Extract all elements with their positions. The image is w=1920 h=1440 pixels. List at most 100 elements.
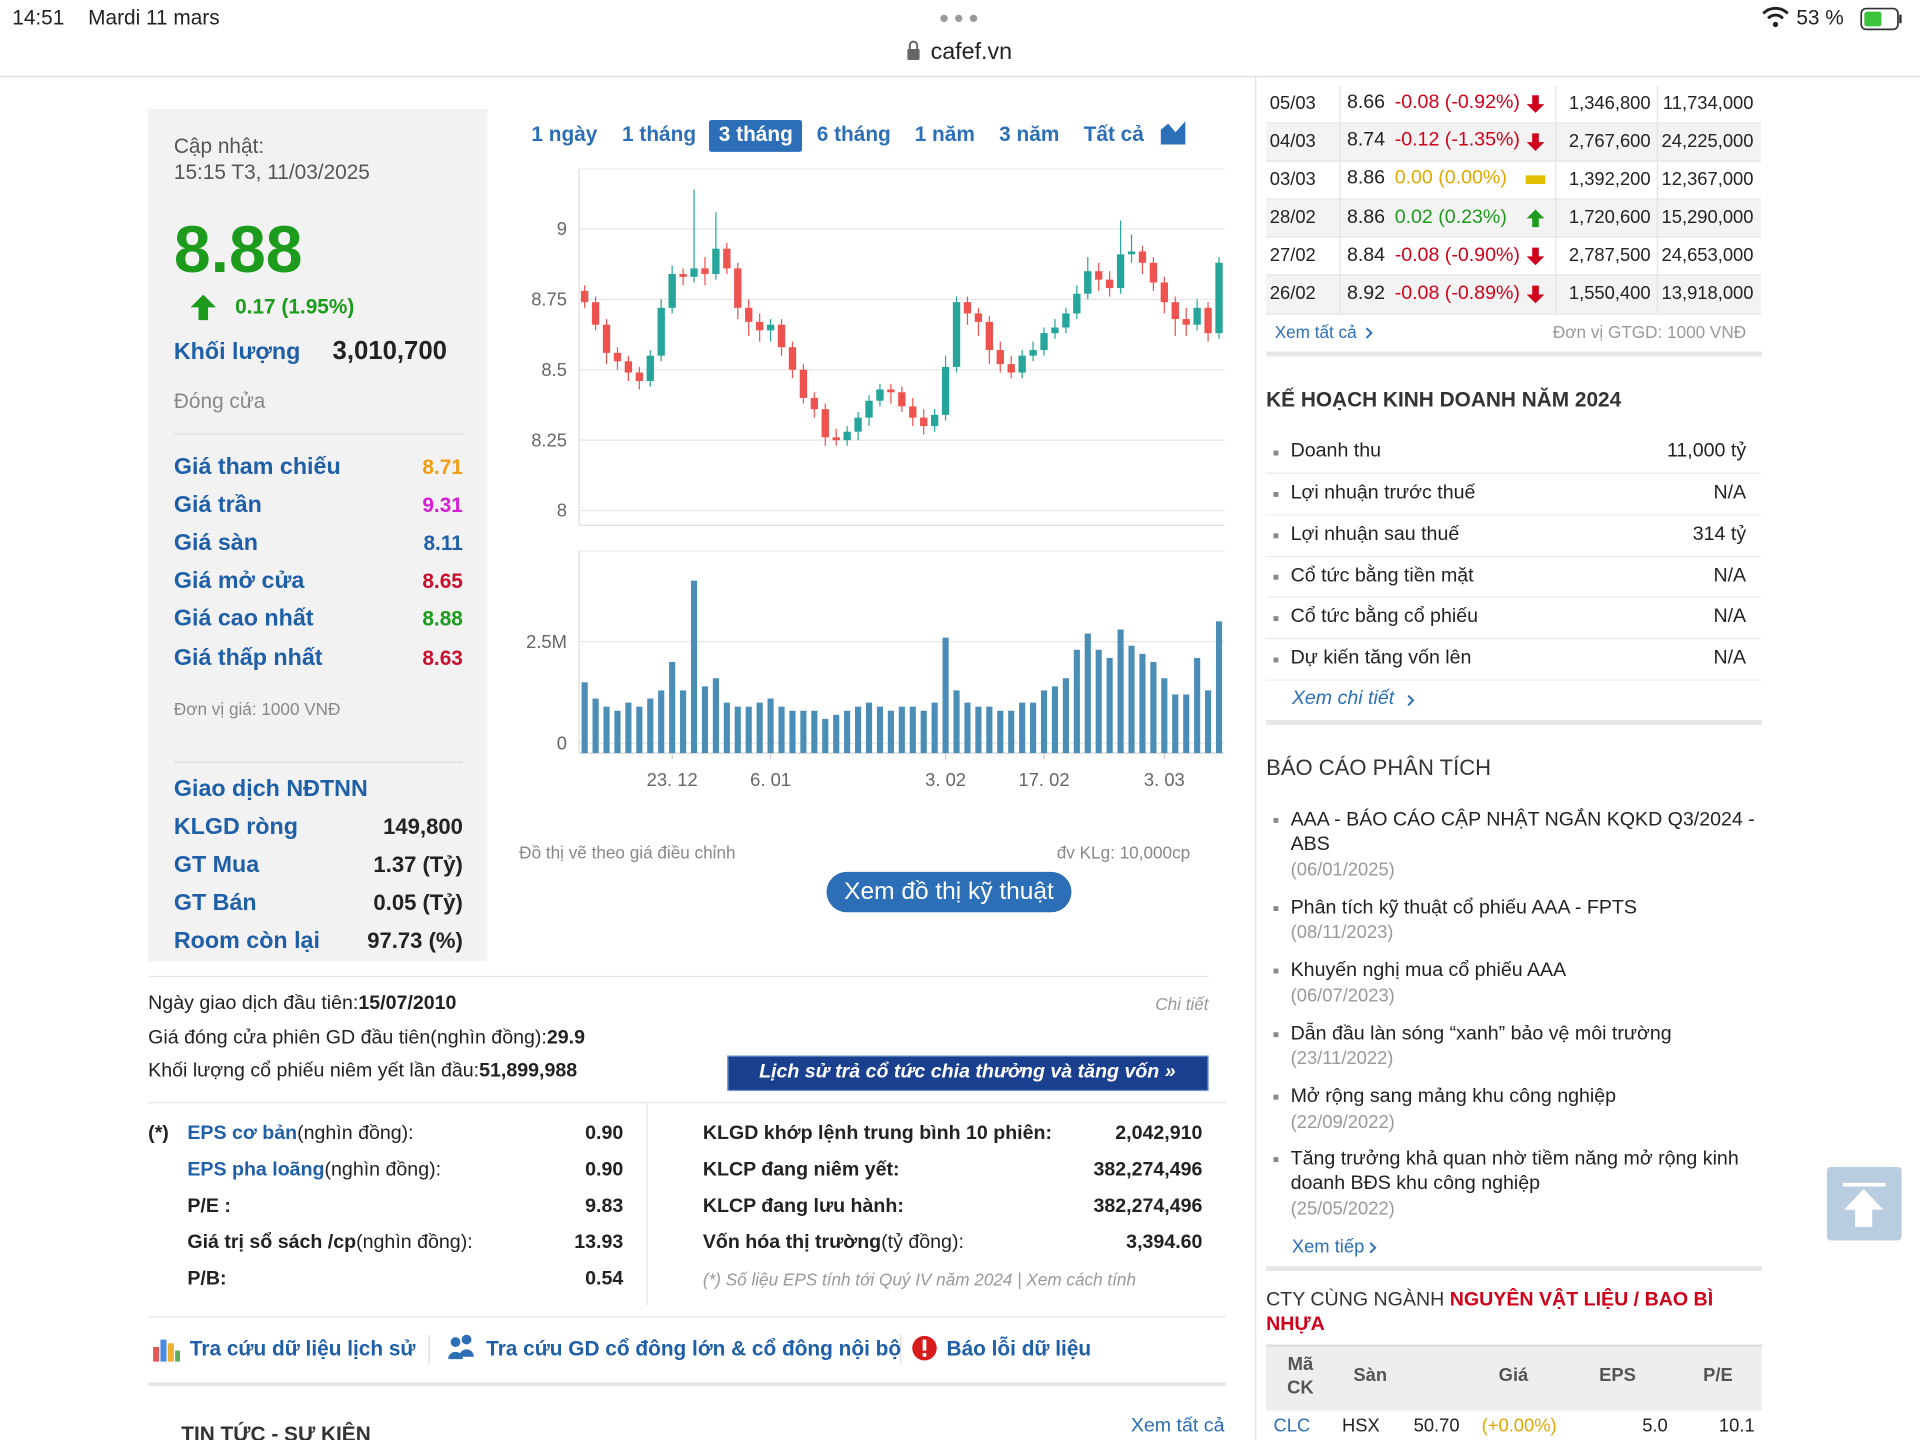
- range-button[interactable]: 6 tháng: [816, 122, 891, 146]
- plan-value: 11,000 tỷ: [1666, 441, 1747, 462]
- report-error-link[interactable]: Báo lỗi dữ liệu: [946, 1336, 1092, 1360]
- row-line: [1266, 236, 1761, 238]
- bullet: [1273, 1032, 1279, 1038]
- table-header: Giá: [1498, 1365, 1529, 1386]
- bullet: [1273, 906, 1279, 912]
- people-icon: [461, 1334, 472, 1345]
- ticker[interactable]: CLC: [1273, 1415, 1311, 1437]
- volume-bar: [767, 698, 774, 754]
- people-icon: [448, 1349, 474, 1360]
- error-icon-mark: [922, 1339, 927, 1351]
- volume-bar: [789, 710, 796, 754]
- foreign-title: Giao dịch NĐTNN: [173, 775, 368, 802]
- candle-body: [1007, 364, 1015, 373]
- col-line: [1656, 85, 1658, 314]
- volume-bar: [723, 702, 730, 754]
- unit: Đơn vị giá: 1000 VNĐ: [173, 699, 341, 720]
- report-title[interactable]: Tăng trưởng khả quan nhờ tiềm năng mở rộ…: [1290, 1148, 1739, 1195]
- range-button[interactable]: 3 tháng: [718, 122, 793, 146]
- stat-value: 9.83: [585, 1195, 624, 1217]
- volume-bar: [592, 698, 599, 754]
- news-more-link[interactable]: Xem tất cả: [1130, 1415, 1225, 1437]
- history-link[interactable]: Tra cứu dữ liệu lịch sử: [189, 1336, 416, 1360]
- stat-value: 2,042,910: [1115, 1123, 1203, 1144]
- range-button[interactable]: 3 năm: [999, 122, 1060, 146]
- stat-unit: (nghìn đồng):: [324, 1159, 442, 1181]
- divider: [900, 1334, 902, 1365]
- row-line: [1266, 679, 1761, 681]
- hist-volume: 1,550,400: [1568, 283, 1651, 304]
- range-button[interactable]: Tất cả: [1083, 122, 1144, 146]
- up-arrow-icon: [190, 294, 216, 321]
- candle-body: [1127, 251, 1136, 255]
- plan-value: N/A: [1713, 647, 1747, 669]
- volume-bar: [1117, 629, 1124, 754]
- chart-icon: [167, 1343, 174, 1362]
- footnote: (*) Số liệu EPS tính tới Quý IV năm 2024…: [702, 1270, 1136, 1290]
- foreign-label: GT Bán: [173, 889, 257, 916]
- detail-link[interactable]: Chi tiết: [1155, 994, 1209, 1015]
- stat-value: 0.54: [585, 1268, 624, 1290]
- foreign-value: 149,800: [383, 814, 463, 839]
- candle-body: [766, 324, 775, 331]
- price-label: Giá sàn: [173, 530, 258, 556]
- volume-bar: [690, 580, 698, 754]
- volume-bar: [986, 706, 993, 754]
- column-divider: [1255, 77, 1257, 1440]
- volume-bar: [1205, 690, 1212, 754]
- report-title[interactable]: AAA - BÁO CÁO CẬP NHẬT NGẮN KQKD Q3/2024…: [1290, 809, 1755, 855]
- volume-bar: [964, 702, 971, 754]
- report-title[interactable]: Phân tích kỹ thuật cổ phiếu AAA - FPTS: [1290, 897, 1637, 919]
- stat-label: EPS pha loãng: [187, 1159, 325, 1181]
- report-title[interactable]: Khuyến nghị mua cổ phiếu AAA: [1290, 959, 1567, 981]
- candle-body: [1062, 313, 1070, 328]
- technical-chart-button[interactable]: Xem đồ thị kỹ thuật: [844, 877, 1054, 905]
- report-title[interactable]: Mở rộng sang mảng khu công nghiệp: [1290, 1085, 1617, 1107]
- volume: 3,010,700: [332, 337, 447, 366]
- row-line: [1266, 312, 1761, 315]
- divider: [173, 761, 463, 763]
- report-date: (06/07/2023): [1290, 985, 1395, 1007]
- info-value: 51,899,988: [479, 1060, 578, 1082]
- history-unit: Đơn vị GTGD: 1000 VNĐ: [1552, 322, 1747, 342]
- volume-bar: [603, 706, 610, 754]
- candle-body: [941, 366, 950, 415]
- history-more[interactable]: Xem tất cả: [1274, 322, 1357, 342]
- range-button[interactable]: 1 năm: [914, 122, 975, 146]
- shareholder-link[interactable]: Tra cứu GD cổ đông lớn & cổ đông nội bộ: [486, 1336, 902, 1360]
- range-button[interactable]: 1 tháng: [622, 122, 697, 146]
- dividend-button[interactable]: Lịch sử trả cổ tức chia thưởng và tăng v…: [759, 1061, 1176, 1083]
- report-title[interactable]: Dẫn đầu làn sóng “xanh” bảo vệ môi trườn…: [1290, 1023, 1672, 1045]
- hist-price: 8.86: [1346, 168, 1386, 190]
- reports-title: BÁO CÁO PHÂN TÍCH: [1266, 755, 1492, 781]
- reports-more[interactable]: Xem tiếp: [1291, 1236, 1365, 1258]
- marker: (*): [148, 1123, 169, 1144]
- candle-body: [745, 307, 753, 322]
- hist-value: 24,653,000: [1661, 245, 1754, 266]
- volume-bar: [1128, 645, 1135, 754]
- volume-bar: [1040, 690, 1048, 754]
- update-time: 15:15 T3, 11/03/2025: [173, 159, 370, 184]
- x-tick-label: 6. 01: [750, 769, 791, 790]
- volume-bar: [680, 690, 687, 754]
- candle-body: [909, 406, 917, 418]
- price-value: 8.65: [422, 569, 463, 593]
- plan-label: Lợi nhuận trước thuế: [1290, 482, 1476, 504]
- table-header: P/E: [1703, 1365, 1733, 1386]
- candle-body: [1149, 262, 1158, 283]
- volume-bar: [833, 714, 840, 754]
- volume-bar: [734, 706, 741, 754]
- hist-date: 26/02: [1269, 283, 1316, 304]
- divider: [148, 1316, 1226, 1318]
- bullet: [1273, 817, 1279, 823]
- stat-unit: (nghìn đồng):: [356, 1232, 473, 1254]
- industry-sector[interactable]: NGUYÊN VẬT LIỆU / BAO BÌ NHỰA: [1266, 1289, 1714, 1335]
- date: Mardi 11 mars: [88, 5, 220, 29]
- plan-more[interactable]: Xem chi tiết: [1291, 688, 1395, 710]
- price-value: 9.31: [422, 493, 463, 517]
- divider: [173, 433, 463, 435]
- bullet: [1273, 533, 1279, 539]
- range-button[interactable]: 1 ngày: [531, 122, 598, 146]
